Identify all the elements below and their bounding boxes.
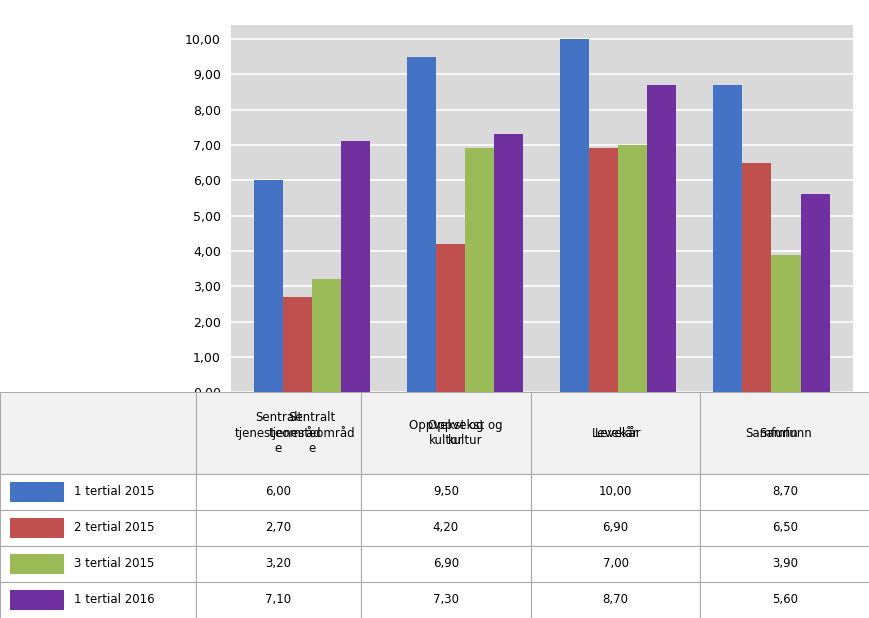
Bar — [647, 85, 675, 392]
Bar — [282, 297, 311, 392]
Bar — [0, 473, 196, 510]
Bar — [588, 148, 618, 392]
Text: 1 tertial 2016: 1 tertial 2016 — [75, 593, 155, 606]
Text: Samfunn: Samfunn — [744, 426, 797, 439]
Text: 6,90: 6,90 — [432, 557, 459, 570]
Bar — [0, 546, 196, 582]
Text: 9,50: 9,50 — [433, 485, 458, 498]
Text: 3,90: 3,90 — [772, 557, 797, 570]
Text: Oppvekst og
kultur: Oppvekst og kultur — [428, 419, 501, 447]
Text: 8,70: 8,70 — [602, 593, 627, 606]
Bar — [196, 392, 361, 473]
Text: Sentralt
tjenesteområd
e: Sentralt tjenesteområd e — [235, 411, 322, 455]
Text: 7,10: 7,10 — [265, 593, 291, 606]
Bar — [700, 582, 869, 618]
Bar — [741, 163, 771, 392]
Bar — [196, 473, 361, 510]
Bar — [560, 39, 588, 392]
Bar — [700, 546, 869, 582]
Bar — [618, 145, 647, 392]
Text: 5,60: 5,60 — [772, 593, 797, 606]
Bar — [530, 582, 700, 618]
Text: 10,00: 10,00 — [598, 485, 632, 498]
Text: 2 tertial 2015: 2 tertial 2015 — [75, 521, 155, 535]
Bar — [700, 510, 869, 546]
Bar — [341, 142, 369, 392]
Bar — [196, 582, 361, 618]
Text: 2,70: 2,70 — [265, 521, 291, 535]
Bar — [253, 180, 282, 392]
Bar — [0, 392, 196, 473]
Bar — [311, 279, 341, 392]
Bar — [700, 392, 869, 473]
Text: 6,90: 6,90 — [601, 521, 628, 535]
Text: Oppvekst og
kultur: Oppvekst og kultur — [408, 419, 482, 447]
Bar — [435, 244, 464, 392]
Bar — [10, 590, 64, 610]
Bar — [196, 510, 361, 546]
Bar — [530, 473, 700, 510]
Bar — [361, 546, 530, 582]
Bar — [530, 392, 700, 473]
Text: Sentralt
tjenesteområd
e: Sentralt tjenesteområd e — [269, 411, 355, 455]
Bar — [10, 518, 64, 538]
Bar — [700, 473, 869, 510]
Text: 3 tertial 2015: 3 tertial 2015 — [75, 557, 155, 570]
Bar — [713, 85, 741, 392]
Text: Samfunn: Samfunn — [758, 426, 811, 439]
Text: 6,00: 6,00 — [265, 485, 291, 498]
Text: 7,00: 7,00 — [602, 557, 627, 570]
Bar — [10, 554, 64, 574]
Bar — [10, 482, 64, 502]
Bar — [407, 56, 435, 392]
Bar — [530, 510, 700, 546]
Bar — [196, 546, 361, 582]
Text: Levekår: Levekår — [594, 426, 640, 439]
Bar — [361, 473, 530, 510]
Text: 6,50: 6,50 — [772, 521, 797, 535]
Text: 7,30: 7,30 — [433, 593, 458, 606]
Bar — [361, 510, 530, 546]
Bar — [0, 510, 196, 546]
Bar — [494, 134, 522, 392]
Bar — [799, 195, 829, 392]
Bar — [464, 148, 494, 392]
Text: 1 tertial 2015: 1 tertial 2015 — [75, 485, 155, 498]
Bar — [771, 255, 799, 392]
Text: 8,70: 8,70 — [772, 485, 797, 498]
Text: 3,20: 3,20 — [265, 557, 291, 570]
Bar — [530, 546, 700, 582]
Bar — [361, 582, 530, 618]
Text: Levekår: Levekår — [592, 426, 638, 439]
Bar — [361, 392, 530, 473]
Bar — [0, 582, 196, 618]
Text: 4,20: 4,20 — [432, 521, 459, 535]
